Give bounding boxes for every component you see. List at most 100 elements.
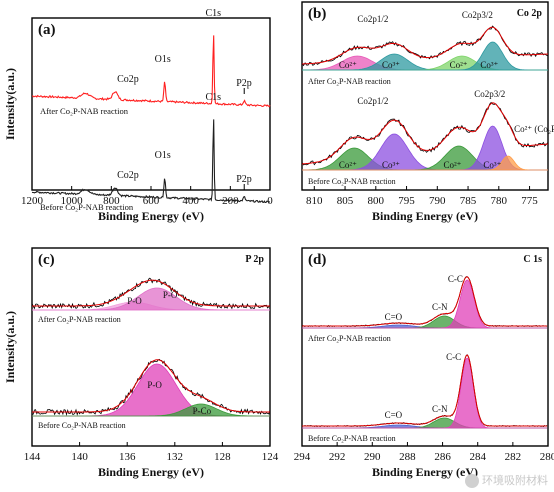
component-label: C-N	[432, 302, 448, 312]
component-label: Co2p1/2	[357, 96, 388, 106]
fit-envelope	[302, 276, 548, 327]
component-peak	[302, 155, 548, 171]
component-peak	[32, 403, 270, 417]
raw-spectrum	[301, 354, 548, 427]
fit-envelope	[302, 354, 548, 427]
x-axis-label: Binding Energy (eV)	[98, 209, 204, 223]
component-label: Co³⁺	[382, 160, 400, 170]
plot-frame	[301, 247, 549, 447]
x-tick-label: 1200	[21, 195, 44, 207]
component-label: Co2p1/2	[357, 14, 388, 24]
component-label: C-C	[446, 352, 461, 362]
fit-envelope	[301, 26, 549, 65]
x-tick-label: 1000	[61, 195, 84, 207]
x-tick-label: 800	[103, 195, 120, 207]
x-tick-label: 288	[399, 451, 416, 463]
component-peak	[302, 279, 548, 329]
x-tick-label: 282	[505, 451, 522, 463]
component-label: Co²⁺	[339, 60, 357, 70]
x-tick-label: 785	[460, 195, 477, 207]
x-tick-label: 136	[119, 451, 136, 463]
x-tick-label: 132	[167, 451, 184, 463]
peak-label: C1s	[205, 92, 221, 103]
panel-label: (a)	[38, 22, 56, 38]
peak-label: C1s	[205, 8, 221, 19]
series-label: After Co₂P-NAB reaction	[38, 315, 121, 324]
fit-envelope	[32, 359, 270, 413]
plot-frame	[31, 247, 271, 447]
peak-label: P2p	[236, 174, 252, 185]
x-tick-label: 290	[364, 451, 381, 463]
peak-label: P2p	[236, 78, 252, 89]
component-label: P-O	[147, 380, 162, 390]
watermark-icon	[465, 474, 479, 488]
corner-label: P 2p	[245, 254, 264, 265]
panel-b: 810 805 800 795 790 785 780 775 Binding Energy (…	[301, 1, 554, 223]
x-tick-label: 292	[329, 451, 346, 463]
raw-spectrum	[301, 276, 548, 328]
y-axis-label: Intensity(a.u.)	[3, 311, 17, 383]
series-line	[31, 35, 271, 108]
peak-label: O1s	[155, 54, 171, 65]
watermark: 环境吸附材料	[465, 472, 548, 488]
x-tick-label: 400	[182, 195, 199, 207]
panel-c: 144 140 136 132 128 124 Binding Energy (eV) Int…	[3, 247, 279, 479]
component-label: P-O	[127, 296, 142, 306]
component-label: Co²⁺	[339, 160, 357, 170]
x-tick-label: 805	[337, 195, 354, 207]
x-axis-label: Binding Energy (eV)	[98, 465, 204, 479]
peak-label: O1s	[155, 150, 171, 161]
x-tick-label: 286	[434, 451, 451, 463]
series-label: Before Co₂P-NAB reaction	[38, 421, 126, 430]
corner-label: Co 2p	[517, 8, 543, 19]
x-tick-label: 280	[540, 451, 554, 463]
x-tick-label: 200	[222, 195, 239, 207]
x-tick-label: 0	[267, 195, 273, 207]
series-label: After Co₂P-NAB reaction	[308, 334, 391, 343]
component-peak	[302, 41, 548, 71]
component-peak	[32, 363, 270, 417]
x-axis-label: Binding Energy (eV)	[372, 209, 478, 223]
x-tick-label: 775	[521, 195, 538, 207]
x-tick-label: 795	[398, 195, 415, 207]
component-label: Co2p3/2	[462, 10, 493, 20]
x-tick-label: 810	[306, 195, 323, 207]
component-label: Co²⁺	[450, 60, 468, 70]
fit-envelope	[32, 279, 270, 307]
panel-label: (d)	[308, 252, 326, 268]
watermark-text: 环境吸附材料	[482, 474, 548, 487]
component-label: Co³⁺	[480, 60, 498, 70]
x-axis-label: Binding Energy (eV)	[372, 465, 478, 479]
component-label: Co2p3/2	[474, 89, 505, 99]
x-tick-label: 294	[294, 451, 311, 463]
raw-spectrum	[301, 101, 549, 166]
x-tick-label: 284	[469, 451, 486, 463]
x-tick-label: 144	[24, 451, 41, 463]
fit-envelope	[301, 102, 549, 165]
component-label: C-N	[432, 404, 448, 414]
series-label: Before Co₂P-NAB reaction	[40, 202, 134, 212]
component-label: Co²⁺	[443, 160, 461, 170]
component-label: P-O	[163, 290, 178, 300]
component-peak	[32, 287, 270, 311]
plot-frame	[301, 1, 549, 191]
series-label: After Co₂P-NAB reaction	[40, 106, 129, 116]
series-label: Before Co₂P-NAB reaction	[308, 177, 396, 186]
component-label: Co²⁺ (Co₂P)	[514, 124, 554, 134]
peak-label: Co2p	[117, 74, 139, 85]
panel-label: (c)	[38, 252, 55, 268]
x-tick-label: 790	[429, 195, 446, 207]
component-label: P-Co	[193, 406, 212, 416]
component-label: Co³⁺	[483, 160, 501, 170]
series-label: After Co₂P-NAB reaction	[308, 77, 391, 86]
x-tick-label: 124	[262, 451, 279, 463]
series-line	[31, 119, 271, 204]
x-tick-label: 800	[368, 195, 385, 207]
corner-label: C 1s	[523, 254, 542, 265]
panel-d: 294 292 290 288 286 284 282 280 Binding Energy (…	[294, 247, 554, 479]
panel-label: (b)	[308, 6, 326, 22]
x-tick-label: 780	[491, 195, 508, 207]
component-label: Co³⁺	[382, 60, 400, 70]
